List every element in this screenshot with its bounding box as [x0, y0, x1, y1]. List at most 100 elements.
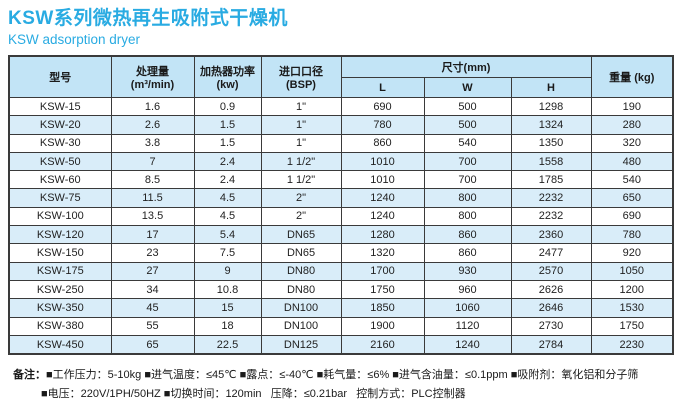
spec-table: 型号 处理量 (m³/min) 加热器功率 (kw) 进口口径 (BSP) 尺寸… — [8, 55, 675, 356]
header-inlet-unit: (BSP) — [286, 79, 316, 91]
heater-power-cell: 1.5 — [193, 133, 262, 153]
dim-l-cell: 1750 — [340, 279, 425, 300]
weight-cell: 1530 — [590, 298, 674, 318]
dim-w-cell: 800 — [423, 188, 512, 208]
capacity-cell: 34 — [110, 279, 195, 300]
table-row: KSW-30 3.8 1.5 1" 860 540 1350 320 — [8, 133, 674, 153]
dim-w-cell: 960 — [423, 279, 512, 300]
dim-l-cell: 780 — [340, 115, 425, 135]
dim-w-cell: 500 — [423, 115, 512, 135]
inlet-diameter-cell: 1 1/2" — [260, 170, 342, 190]
capacity-cell: 65 — [110, 334, 195, 355]
capacity-cell: 7 — [110, 151, 195, 172]
dim-h-cell: 2232 — [510, 188, 592, 208]
dim-l-cell: 1010 — [340, 170, 425, 190]
dim-h-cell: 1350 — [510, 133, 592, 153]
table-row: KSW-15 1.6 0.9 1" 690 500 1298 190 — [8, 96, 674, 117]
dim-l-cell: 1240 — [340, 206, 425, 227]
header-dim-l: L — [340, 77, 425, 98]
dim-h-cell: 2784 — [510, 334, 592, 355]
table-row: KSW-380 55 18 DN100 1900 1120 2730 1750 — [8, 316, 674, 336]
model-cell: KSW-50 — [8, 151, 112, 172]
heater-power-cell: 10.8 — [193, 279, 262, 300]
heater-power-cell: 4.5 — [193, 188, 262, 208]
dim-l-cell: 690 — [340, 96, 425, 117]
dim-l-cell: 1010 — [340, 151, 425, 172]
capacity-cell: 3.8 — [110, 133, 195, 153]
table-row: KSW-100 13.5 4.5 2" 1240 800 2232 690 — [8, 206, 674, 227]
dim-h-cell: 2477 — [510, 243, 592, 263]
weight-cell: 540 — [590, 170, 674, 190]
dim-l-cell: 1320 — [340, 243, 425, 263]
dim-h-cell: 2646 — [510, 298, 592, 318]
model-cell: KSW-450 — [8, 334, 112, 355]
weight-cell: 320 — [590, 133, 674, 153]
heater-power-cell: 18 — [193, 316, 262, 336]
heater-power-cell: 4.5 — [193, 206, 262, 227]
inlet-diameter-cell: DN125 — [260, 334, 342, 355]
model-cell: KSW-380 — [8, 316, 112, 336]
dim-w-cell: 700 — [423, 170, 512, 190]
inlet-diameter-cell: 2" — [260, 206, 342, 227]
header-dimensions: 尺寸(mm) — [340, 55, 592, 78]
dim-l-cell: 1700 — [340, 261, 425, 281]
dim-l-cell: 1850 — [340, 298, 425, 318]
table-row: KSW-150 23 7.5 DN65 1320 860 2477 920 — [8, 243, 674, 263]
footnote-label: 备注： — [13, 369, 46, 382]
model-cell: KSW-20 — [8, 115, 112, 135]
footnote-line-2: ■电压：220V/1PH/50HZ ■切换时间：120min 压降：≤0.21b… — [41, 388, 466, 401]
heater-power-cell: 15 — [193, 298, 262, 318]
capacity-cell: 27 — [110, 261, 195, 281]
dim-l-cell: 1240 — [340, 188, 425, 208]
spec-table-header: 型号 处理量 (m³/min) 加热器功率 (kw) 进口口径 (BSP) 尺寸… — [8, 55, 674, 98]
table-row: KSW-60 8.5 2.4 1 1/2" 1010 700 1785 540 — [8, 170, 674, 190]
header-inlet-diameter: 进口口径 (BSP) — [260, 55, 342, 98]
dim-w-cell: 930 — [423, 261, 512, 281]
table-row: KSW-250 34 10.8 DN80 1750 960 2626 1200 — [8, 279, 674, 300]
dim-h-cell: 2232 — [510, 206, 592, 227]
inlet-diameter-cell: DN80 — [260, 279, 342, 300]
weight-cell: 690 — [590, 206, 674, 227]
weight-cell: 1050 — [590, 261, 674, 281]
header-capacity-unit: (m³/min) — [130, 79, 175, 91]
model-cell: KSW-350 — [8, 298, 112, 318]
heater-power-cell: 7.5 — [193, 243, 262, 263]
table-body: KSW-15 1.6 0.9 1" 690 500 1298 190 KSW-2… — [8, 96, 674, 355]
weight-cell: 190 — [590, 96, 674, 117]
dim-l-cell: 1900 — [340, 316, 425, 336]
inlet-diameter-cell: DN80 — [260, 261, 342, 281]
weight-cell: 780 — [590, 225, 674, 245]
capacity-cell: 2.6 — [110, 115, 195, 135]
capacity-cell: 11.5 — [110, 188, 195, 208]
table-row: KSW-75 11.5 4.5 2" 1240 800 2232 650 — [8, 188, 674, 208]
weight-cell: 2230 — [590, 334, 674, 355]
dim-w-cell: 860 — [423, 243, 512, 263]
dim-h-cell: 2570 — [510, 261, 592, 281]
page-title-chinese: KSW系列微热再生吸附式干燥机 — [8, 8, 288, 29]
heater-power-cell: 0.9 — [193, 96, 262, 117]
dim-h-cell: 2626 — [510, 279, 592, 300]
header-heater-power: 加热器功率 (kw) — [193, 55, 262, 98]
capacity-cell: 23 — [110, 243, 195, 263]
footnotes: 备注：■工作压力：5-10kg ■进气温度：≤45℃ ■露点：≤-40℃ ■耗气… — [13, 366, 672, 404]
capacity-cell: 17 — [110, 225, 195, 245]
dim-l-cell: 2160 — [340, 334, 425, 355]
header-weight: 重量 (kg) — [590, 55, 674, 98]
model-cell: KSW-250 — [8, 279, 112, 300]
dim-h-cell: 2730 — [510, 316, 592, 336]
weight-cell: 1200 — [590, 279, 674, 300]
inlet-diameter-cell: DN100 — [260, 298, 342, 318]
heater-power-cell: 9 — [193, 261, 262, 281]
capacity-cell: 13.5 — [110, 206, 195, 227]
heater-power-cell: 22.5 — [193, 334, 262, 355]
heater-power-cell: 1.5 — [193, 115, 262, 135]
dim-w-cell: 860 — [423, 225, 512, 245]
dim-h-cell: 1298 — [510, 96, 592, 117]
model-cell: KSW-175 — [8, 261, 112, 281]
header-heater-unit: (kw) — [216, 79, 239, 91]
capacity-cell: 55 — [110, 316, 195, 336]
model-cell: KSW-30 — [8, 133, 112, 153]
capacity-cell: 8.5 — [110, 170, 195, 190]
dim-w-cell: 1060 — [423, 298, 512, 318]
weight-cell: 920 — [590, 243, 674, 263]
